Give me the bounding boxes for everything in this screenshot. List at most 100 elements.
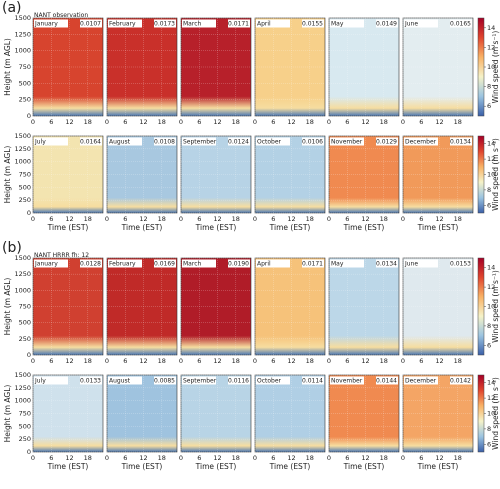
month-label: September — [183, 377, 217, 384]
x-tick-label: 6 — [345, 215, 349, 223]
score-label: 0.0190 — [228, 260, 249, 267]
x-tick-label: 6 — [49, 215, 53, 223]
y-tick-label: 250 — [19, 335, 31, 343]
x-tick-label: 6 — [271, 454, 275, 462]
y-tick-label: 1250 — [14, 145, 31, 153]
score-box — [376, 137, 398, 146]
y-tick-label: 1000 — [14, 47, 31, 55]
x-tick-label: 12 — [139, 118, 147, 126]
score-box — [80, 259, 102, 268]
month-label: December — [405, 138, 437, 145]
x-tick-label: 0 — [31, 357, 35, 365]
x-tick-label: 0 — [401, 454, 405, 462]
x-axis-label: Time (EST) — [269, 462, 311, 471]
x-tick-label: 0 — [327, 454, 331, 462]
score-box — [376, 19, 398, 28]
month-label: June — [404, 20, 418, 27]
x-tick-label: 12 — [361, 357, 369, 365]
month-box — [108, 376, 142, 385]
y-tick-label: 750 — [19, 303, 31, 311]
score-box — [302, 259, 324, 268]
colorbar-tick-label: 6 — [487, 102, 491, 110]
colorbar — [477, 135, 485, 214]
month-box — [404, 259, 438, 268]
score-label: 0.0134 — [450, 138, 471, 145]
colorbar-tick-label: 8 — [487, 425, 491, 433]
x-tick-label: 18 — [84, 357, 92, 365]
score-box — [450, 19, 472, 28]
y-tick-label: 0 — [27, 351, 31, 359]
month-box — [182, 259, 216, 268]
colorbar — [477, 257, 485, 356]
x-tick-label: 6 — [345, 118, 349, 126]
score-box — [450, 376, 472, 385]
score-box — [154, 259, 176, 268]
x-tick-label: 6 — [197, 215, 201, 223]
y-tick-label: 500 — [19, 183, 31, 191]
x-tick-label: 12 — [139, 357, 147, 365]
colorbar-tick-label: 10 — [487, 410, 495, 418]
colorbar-tick-label: 10 — [487, 171, 495, 179]
x-tick-label: 6 — [345, 357, 349, 365]
x-tick-label: 12 — [287, 215, 295, 223]
x-tick-label: 18 — [454, 215, 462, 223]
x-tick-label: 18 — [380, 454, 388, 462]
x-tick-label: 18 — [306, 215, 314, 223]
x-tick-label: 12 — [213, 454, 221, 462]
score-label: 0.0171 — [228, 20, 249, 27]
x-tick-label: 18 — [380, 215, 388, 223]
x-tick-label: 12 — [435, 215, 443, 223]
x-tick-label: 0 — [253, 215, 257, 223]
month-box — [330, 19, 364, 28]
colorbar-label: Wind speed (m s⁻¹) — [491, 377, 500, 450]
colorbar-tick-label: 14 — [487, 24, 495, 32]
score-label: 0.0171 — [302, 260, 323, 267]
x-tick-label: 0 — [253, 118, 257, 126]
month-label: March — [183, 260, 201, 267]
group-title: NANT HRRR fh: 12 — [34, 252, 89, 259]
x-tick-label: 6 — [419, 357, 423, 365]
x-tick-label: 0 — [31, 118, 35, 126]
month-box — [404, 376, 438, 385]
x-tick-label: 6 — [419, 118, 423, 126]
score-box — [80, 376, 102, 385]
x-tick-label: 12 — [65, 215, 73, 223]
x-tick-label: 12 — [361, 118, 369, 126]
colorbar — [477, 17, 485, 117]
x-tick-label: 12 — [287, 118, 295, 126]
score-label: 0.0129 — [376, 138, 397, 145]
month-box — [108, 137, 142, 146]
x-axis-label: Time (EST) — [195, 462, 237, 471]
x-tick-label: 6 — [271, 357, 275, 365]
x-tick-label: 18 — [454, 357, 462, 365]
month-label: October — [257, 377, 282, 384]
score-label: 0.0169 — [154, 260, 175, 267]
x-axis-label: Time (EST) — [417, 223, 459, 232]
panel-label: (a) — [2, 0, 22, 16]
x-tick-label: 12 — [435, 357, 443, 365]
colorbar-label: Wind speed (m s⁻¹) — [491, 138, 500, 211]
x-tick-label: 12 — [65, 454, 73, 462]
x-tick-label: 12 — [361, 454, 369, 462]
x-tick-label: 0 — [105, 118, 109, 126]
colorbar-tick-label: 12 — [487, 283, 495, 291]
colorbar-tick-label: 6 — [487, 440, 491, 448]
colorbar-tick-label: 12 — [487, 394, 495, 402]
x-tick-label: 18 — [232, 118, 240, 126]
score-box — [80, 19, 102, 28]
x-tick-label: 6 — [123, 454, 127, 462]
score-box — [302, 376, 324, 385]
score-label: 0.0114 — [302, 377, 323, 384]
score-box — [450, 137, 472, 146]
colorbar-tick-label: 10 — [487, 63, 495, 71]
month-box — [182, 19, 216, 28]
month-box — [34, 376, 68, 385]
x-tick-label: 18 — [306, 454, 314, 462]
x-axis-label: Time (EST) — [343, 462, 385, 471]
y-tick-label: 250 — [19, 196, 31, 204]
score-box — [376, 376, 398, 385]
y-axis-label: Height (m AGL) — [3, 278, 12, 336]
y-tick-label: 1000 — [14, 286, 31, 294]
month-label: July — [34, 138, 46, 145]
colorbar-tick-label: 14 — [487, 379, 495, 387]
